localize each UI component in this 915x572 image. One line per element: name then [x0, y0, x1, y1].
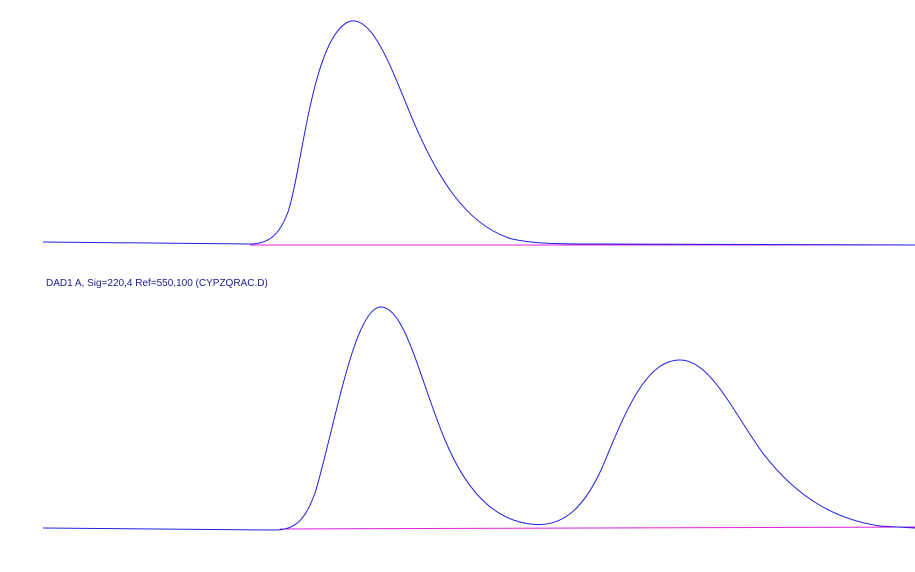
trace-label: DAD1 A, Sig=220,4 Ref=550,100 (CYPZQRAC.… — [46, 278, 268, 289]
top-panel: DAD1 A, Sig=220,4 Ref=550,100 (CYPZQSOH.… — [42, 0, 915, 246]
signal-trace — [42, 20, 915, 246]
trace-label: DAD1 A, Sig=220,4 Ref=550,100 (CYPZQSOH.… — [46, 0, 268, 1]
signal-trace — [42, 306, 915, 531]
bottom-panel: DAD1 A, Sig=220,4 Ref=550,100 (CYPZQRAC.… — [42, 278, 915, 531]
baseline — [279, 526, 915, 530]
